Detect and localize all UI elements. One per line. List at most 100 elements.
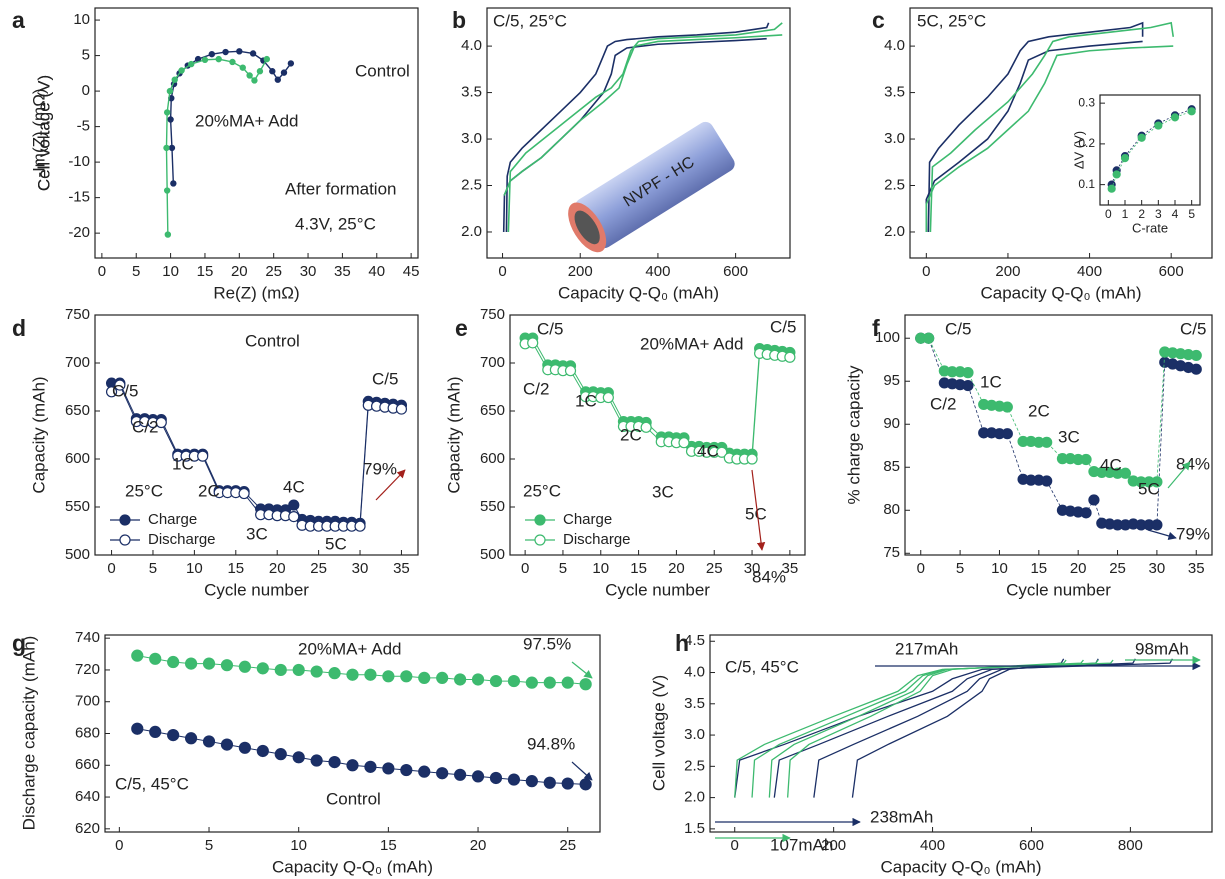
data-point <box>310 754 323 767</box>
data-point <box>220 738 234 751</box>
battery-terminal <box>574 210 600 245</box>
y-tick-label: 95 <box>883 372 900 389</box>
data-point <box>489 771 503 785</box>
x-tick-label: 25 <box>265 263 282 280</box>
y-tick-label: 10 <box>73 11 90 28</box>
data-point <box>167 728 180 742</box>
x-tick-label: 3 <box>1155 207 1162 221</box>
y-tick-label: 2.5 <box>684 757 705 774</box>
y-axis-title: Cell voltage (V) <box>34 75 53 191</box>
data-point <box>263 55 271 63</box>
data-point <box>184 732 198 745</box>
data-point <box>962 367 974 379</box>
data-point <box>1001 401 1013 413</box>
y-tick-label: 3.0 <box>461 130 482 147</box>
y-tick-label: 740 <box>75 629 100 646</box>
data-point <box>1041 436 1053 448</box>
y-tick-label: 700 <box>75 693 100 710</box>
annotation: 20%MA+ Add <box>298 639 402 658</box>
y-tick-label: 4.0 <box>684 663 705 680</box>
x-tick-label: 800 <box>1118 837 1143 854</box>
y-tick-label: 750 <box>65 306 90 323</box>
x-tick-label: 40 <box>368 263 385 280</box>
y-axis-title: Capacity (mAh) <box>29 376 48 493</box>
y-tick-label: 3.5 <box>684 695 705 712</box>
x-axis-title: Re(Z) (mΩ) <box>213 283 299 302</box>
x-tick-label: 20 <box>668 560 685 577</box>
data-point <box>543 776 556 789</box>
data-point <box>1151 519 1163 531</box>
data-point <box>1137 133 1146 142</box>
data-point <box>168 144 176 152</box>
data-point <box>249 50 257 57</box>
annotation: 4C <box>697 441 719 460</box>
x-tick-label: 25 <box>310 560 327 577</box>
x-tick-label: 30 <box>1149 560 1166 577</box>
data-point <box>328 667 341 680</box>
data-point <box>640 421 652 433</box>
x-tick-label: 200 <box>995 263 1020 280</box>
annotation: C/2 <box>930 394 956 413</box>
annotation: 5C, 25°C <box>917 11 986 30</box>
plot-frame <box>94 314 419 556</box>
y-tick-label: 4.0 <box>884 37 905 54</box>
x-tick-label: 400 <box>1077 263 1102 280</box>
y-tick-label: 80 <box>883 501 900 518</box>
y-tick-label: 85 <box>883 458 900 475</box>
annotation: Control <box>245 331 300 350</box>
battery-body <box>575 121 735 249</box>
annotation-arrow <box>571 661 593 679</box>
data-point <box>507 773 521 786</box>
annotation: 5C <box>325 534 347 553</box>
x-tick-label: 30 <box>744 560 761 577</box>
data-point <box>1151 476 1163 488</box>
annotation: 3C <box>246 524 268 543</box>
x-tick-label: 20 <box>231 263 248 280</box>
y-tick-label: 650 <box>65 402 90 419</box>
data-point <box>436 767 449 780</box>
data-point <box>288 510 300 523</box>
data-point <box>188 60 195 68</box>
series-line <box>927 21 1144 232</box>
series-line <box>773 658 1136 798</box>
data-point <box>288 499 300 511</box>
data-point <box>236 48 243 55</box>
data-point <box>280 69 288 76</box>
data-point <box>346 668 359 681</box>
legend-marker <box>534 534 546 546</box>
data-point <box>1187 107 1196 116</box>
y-tick-label: 600 <box>65 450 90 467</box>
x-tick-label: 10 <box>592 560 609 577</box>
data-point <box>395 403 408 415</box>
data-point <box>239 64 246 71</box>
data-point <box>131 722 144 735</box>
data-point <box>287 60 295 67</box>
annotation: 5C <box>1138 479 1160 498</box>
y-tick-label: 700 <box>65 354 90 371</box>
data-point <box>400 670 413 683</box>
y-tick-label: 600 <box>480 450 505 467</box>
data-point <box>716 446 728 458</box>
annotation-arrow <box>751 469 766 551</box>
data-point <box>238 741 251 754</box>
legend-marker <box>534 514 546 526</box>
data-point <box>746 453 758 465</box>
y-tick-label: 0.1 <box>1078 177 1095 191</box>
legend-marker <box>119 514 131 526</box>
x-tick-label: 35 <box>1188 560 1205 577</box>
data-point <box>197 450 209 462</box>
y-tick-label: 750 <box>480 306 505 323</box>
x-tick-label: 15 <box>197 263 214 280</box>
x-tick-label: 15 <box>380 837 397 854</box>
data-point <box>1190 349 1202 362</box>
legend-marker <box>119 534 131 546</box>
data-point <box>1112 170 1121 179</box>
annotation: 79% <box>1176 524 1210 543</box>
data-point <box>222 48 229 56</box>
x-tick-label: 0 <box>115 837 123 854</box>
annotation: 84% <box>1176 454 1210 473</box>
data-point <box>256 662 269 675</box>
data-point <box>1170 113 1180 122</box>
annotation: 1C <box>575 391 597 410</box>
